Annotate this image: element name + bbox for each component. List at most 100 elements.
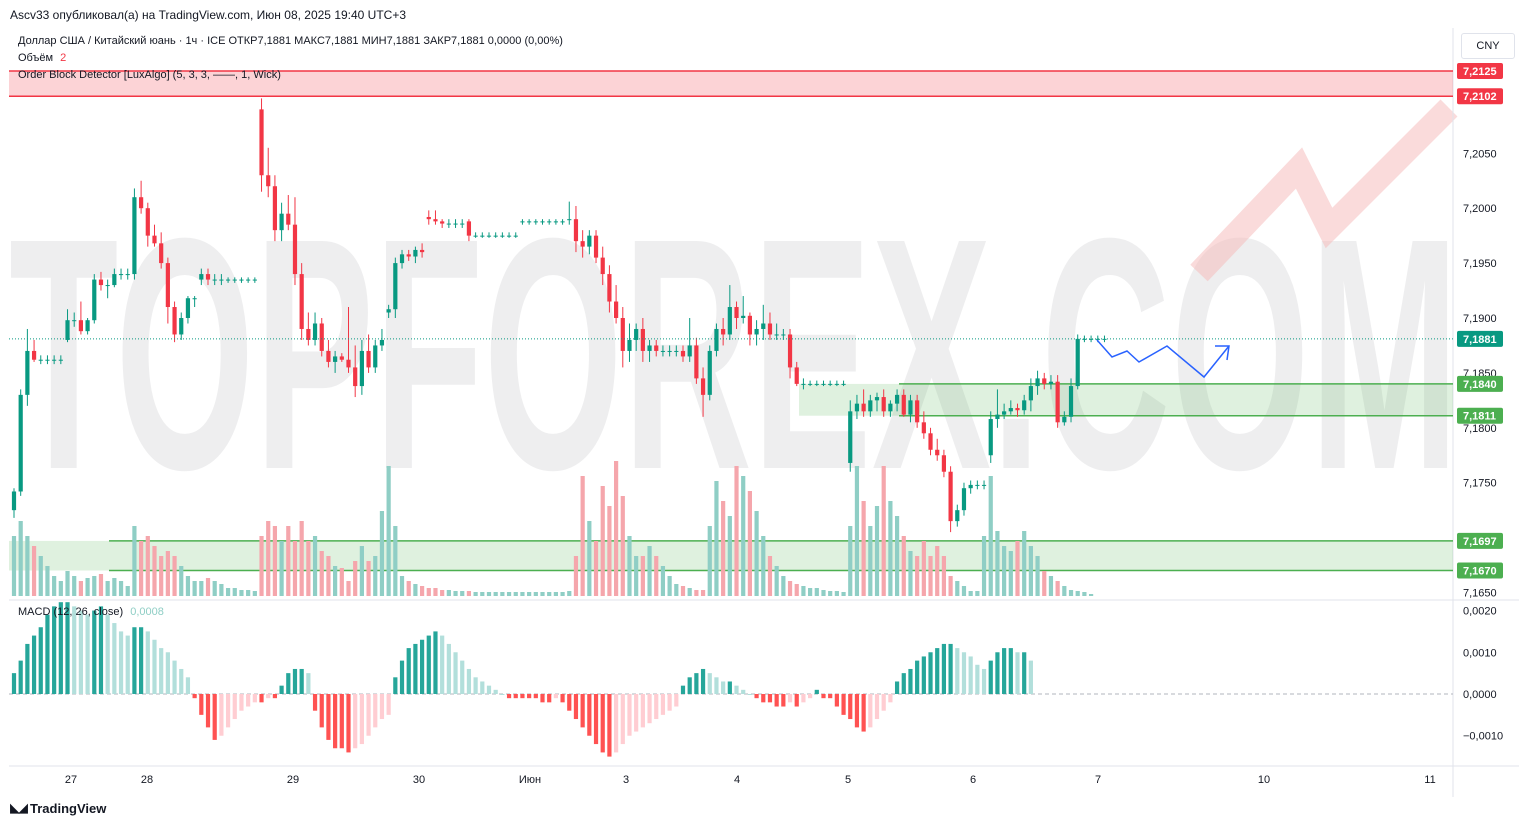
macd-bar (112, 623, 117, 694)
volume-bar (874, 506, 880, 596)
candle-body (988, 419, 993, 456)
candle-body (11, 491, 17, 511)
volume-bar (513, 592, 518, 596)
volume-bar (125, 586, 130, 596)
volume-bar (426, 588, 431, 596)
macd-bar (78, 610, 83, 694)
candle-body (741, 315, 746, 318)
volume-value: 2 (60, 52, 67, 64)
macd-bar (821, 694, 826, 699)
indicator-legend[interactable]: Order Block Detector [LuxAlgo] (5, 3, 3,… (18, 69, 281, 81)
candle-body (961, 488, 967, 511)
volume-bar (861, 501, 866, 596)
candle-body (353, 367, 358, 387)
macd-legend[interactable]: MACD (12, 26, close) 0,0008 (18, 606, 164, 618)
macd-bar (647, 694, 652, 724)
macd-bar (225, 694, 231, 728)
currency-button[interactable]: CNY (1461, 33, 1515, 59)
macd-bar (921, 656, 926, 694)
volume-bar (299, 521, 304, 596)
volume-bar (279, 541, 284, 596)
volume-bar (312, 536, 318, 596)
macd-bar (312, 694, 318, 711)
volume-bar (634, 556, 639, 596)
macd-bar (172, 660, 177, 694)
candle-body (640, 328, 645, 351)
tradingview-logo[interactable]: ◣◢ TradingView (10, 800, 106, 816)
macd-bar (634, 694, 639, 732)
chart-area[interactable]: TOPFOREX.COM 7,2050 7,2000 7,1950 7,1900 7,1… (9, 28, 1519, 797)
volume-bar (52, 576, 57, 596)
candle-body (1028, 386, 1033, 401)
volume-bar (373, 556, 378, 596)
candle-body (486, 235, 492, 237)
candle-body (65, 320, 70, 340)
chart-svg[interactable]: TOPFOREX.COM 7,2050 7,2000 7,1950 7,1900 7,1… (9, 28, 1519, 797)
macd-bar (941, 643, 947, 694)
macd-bar (413, 643, 418, 694)
macd-bar (975, 664, 980, 694)
candle-body (58, 359, 63, 361)
volume-bar (600, 486, 605, 596)
volume-bar (540, 592, 545, 596)
candle-body (399, 254, 405, 264)
volume-bar (78, 581, 83, 596)
candle-body (466, 221, 472, 236)
candle-body (654, 345, 659, 351)
macd-bar (11, 673, 17, 694)
candle-body (700, 378, 706, 395)
macd-bar (674, 694, 679, 707)
macd-bar (65, 602, 70, 694)
volume-bar (326, 556, 331, 596)
watermark-arrow-icon (1190, 99, 1458, 282)
macd-bar (192, 694, 197, 699)
macd-bar (654, 694, 659, 720)
candle-body (774, 334, 779, 336)
volume-legend[interactable]: Объём 2 (18, 52, 66, 64)
volume-bar (506, 592, 512, 596)
candle-body (1035, 378, 1040, 387)
volume-bar (660, 566, 666, 596)
volume-bar (433, 588, 438, 596)
symbol-legend[interactable]: Доллар США / Китайский юань · 1ч · ICE О… (18, 35, 563, 47)
volume-bar (493, 592, 498, 596)
candle-body (834, 383, 839, 385)
candle-body (1075, 338, 1080, 387)
volume-bar (680, 586, 686, 596)
candle-body (814, 383, 819, 385)
macd-bar (627, 694, 632, 736)
candle-body (941, 455, 947, 472)
candle-body (808, 383, 813, 385)
price-tick-label: 7,1750 (1463, 478, 1497, 490)
volume-label: Объём (18, 52, 54, 64)
candle-body (205, 274, 211, 280)
candle-body (1095, 338, 1100, 340)
macd-bar (38, 627, 43, 694)
volume-bar (1075, 591, 1080, 596)
macd-bar (573, 694, 579, 720)
candle-body (928, 433, 933, 450)
candle-body (1002, 411, 1007, 415)
candle-body (868, 400, 873, 412)
macd-bar (486, 685, 492, 694)
macd-bar (1028, 660, 1033, 694)
volume-bar (640, 556, 645, 596)
volume-bar (225, 588, 231, 596)
time-tick-label: 4 (734, 774, 740, 786)
price-tick-label: 7,1950 (1463, 258, 1497, 270)
candle-body (614, 301, 619, 318)
volume-bar (614, 461, 619, 596)
macd-bar (593, 694, 599, 745)
volume-bar (834, 591, 839, 596)
candle-body (1068, 386, 1074, 417)
macd-value: 0,0008 (130, 606, 164, 618)
macd-bar (995, 652, 1000, 694)
volume-bar (72, 576, 77, 596)
candle-body (426, 216, 431, 220)
macd-bar (747, 694, 752, 695)
candle-body (573, 219, 579, 242)
volume-bar (553, 592, 558, 596)
macd-bar (707, 673, 712, 694)
candle-body (212, 279, 217, 281)
macd-bar (373, 694, 378, 728)
